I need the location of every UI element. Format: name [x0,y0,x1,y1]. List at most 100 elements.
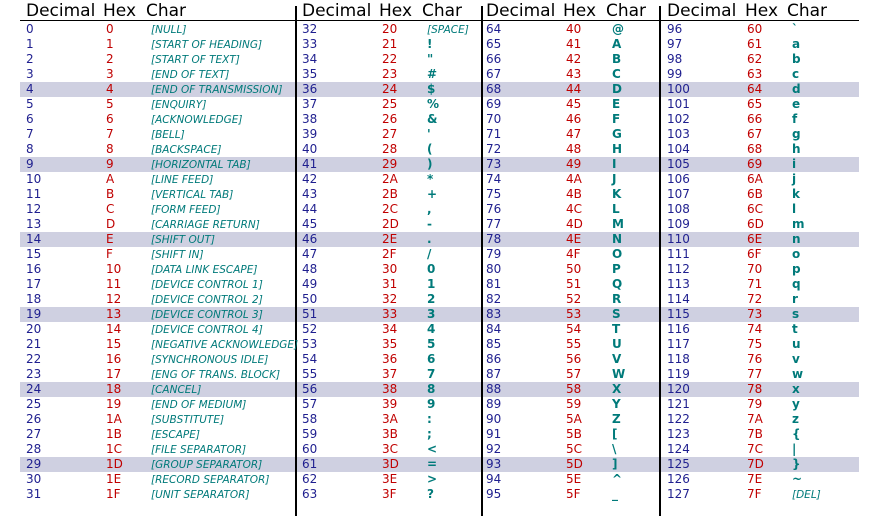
cell-hex: 4C [566,202,583,216]
cell-decimal: 69 [486,97,502,111]
cell-hex: 32 [382,292,398,306]
cell-hex: 10 [106,262,122,276]
cell-char: [SHIFT OUT] [151,234,216,246]
cell-decimal: 76 [486,202,502,216]
cell-hex: 71 [747,277,763,291]
cell-char: A [612,37,622,51]
cell-hex: 37 [382,367,398,381]
cell-hex: 13 [106,307,122,321]
cell-char: [CARRIAGE RETURN] [151,219,260,231]
cell-decimal: 15 [26,247,42,261]
header-rule [20,20,859,21]
cell-char: i [792,157,797,171]
cell-char: W [612,367,626,381]
cell-char: 1 [427,277,436,291]
cell-hex: 7C [747,442,764,456]
cell-char: [ACKNOWLEDGE] [151,114,243,126]
cell-hex: 2 [106,52,114,66]
cell-char: L [612,202,620,216]
cell-decimal: 62 [302,472,318,486]
cell-hex: 6F [747,247,762,261]
cell-decimal: 81 [486,277,502,291]
cell-hex: 55 [566,337,582,351]
cell-hex: 30 [382,262,398,276]
cell-hex: 14 [106,322,122,336]
cell-hex: 78 [747,382,763,396]
cell-char: ] [612,457,618,471]
cell-decimal: 126 [667,472,690,486]
cell-char: [RECORD SEPARATOR] [151,474,270,486]
cell-decimal: 42 [302,172,318,186]
cell-hex: 3D [382,457,399,471]
cell-char: [FORM FEED] [151,204,221,216]
cell-hex: 2E [382,232,398,246]
cell-char: a [792,37,801,51]
cell-hex: 3C [382,442,399,456]
cell-hex: 22 [382,52,398,66]
cell-hex: 51 [566,277,582,291]
cell-decimal: 105 [667,157,690,171]
cell-decimal: 25 [26,397,42,411]
cell-decimal: 30 [26,472,42,486]
cell-decimal: 50 [302,292,318,306]
cell-char: K [612,187,622,201]
cell-hex: 67 [747,127,763,141]
cell-decimal: 84 [486,322,502,336]
cell-hex: 48 [566,142,582,156]
cell-hex: 2B [382,187,398,201]
cell-char: R [612,292,622,306]
cell-char: e [792,97,801,111]
cell-char: [UNIT SEPARATOR] [151,489,250,501]
cell-hex: 11 [106,277,122,291]
cell-char: z [792,412,799,426]
cell-decimal: 79 [486,247,502,261]
cell-hex: 25 [382,97,398,111]
cell-hex: 39 [382,397,398,411]
cell-decimal: 116 [667,322,690,336]
cell-char: B [612,52,622,66]
cell-hex: 70 [747,262,763,276]
cell-char: f [792,112,798,126]
cell-char: [SYNCHRONOUS IDLE] [151,354,269,366]
cell-char: ! [427,37,433,51]
cell-char: V [612,352,622,366]
cell-char: X [612,382,622,396]
cell-decimal: 51 [302,307,318,321]
cell-hex: 50 [566,262,582,276]
cell-decimal: 80 [486,262,502,276]
cell-hex: 75 [747,337,763,351]
cell-char: 3 [427,307,436,321]
cell-decimal: 24 [26,382,42,396]
cell-decimal: 29 [26,457,42,471]
cell-char: [BACKSPACE] [151,144,222,156]
cell-decimal: 5 [26,97,34,111]
cell-char: [DATA LINK ESCAPE] [151,264,258,276]
cell-decimal: 72 [486,142,502,156]
cell-decimal: 122 [667,412,690,426]
cell-char: [ESCAPE] [151,429,200,441]
cell-decimal: 85 [486,337,502,351]
cell-decimal: 113 [667,277,690,291]
cell-decimal: 87 [486,367,502,381]
cell-hex: 40 [566,22,582,36]
header-hex: Hex [103,1,137,21]
cell-hex: 24 [382,82,398,96]
cell-hex: 3B [382,427,398,441]
cell-hex: 62 [747,52,763,66]
cell-char: [DEL] [792,489,821,501]
cell-char: = [427,457,438,471]
cell-decimal: 52 [302,322,318,336]
row-band [20,232,859,247]
cell-hex: 6 [106,112,114,126]
cell-hex: 5A [566,412,582,426]
cell-char: - [427,217,432,231]
cell-decimal: 16 [26,262,42,276]
cell-decimal: 14 [26,232,42,246]
cell-decimal: 98 [667,52,683,66]
cell-char: S [612,307,621,321]
cell-decimal: 59 [302,427,318,441]
cell-char: 7 [427,367,436,381]
cell-decimal: 0 [26,22,34,36]
cell-decimal: 23 [26,367,42,381]
